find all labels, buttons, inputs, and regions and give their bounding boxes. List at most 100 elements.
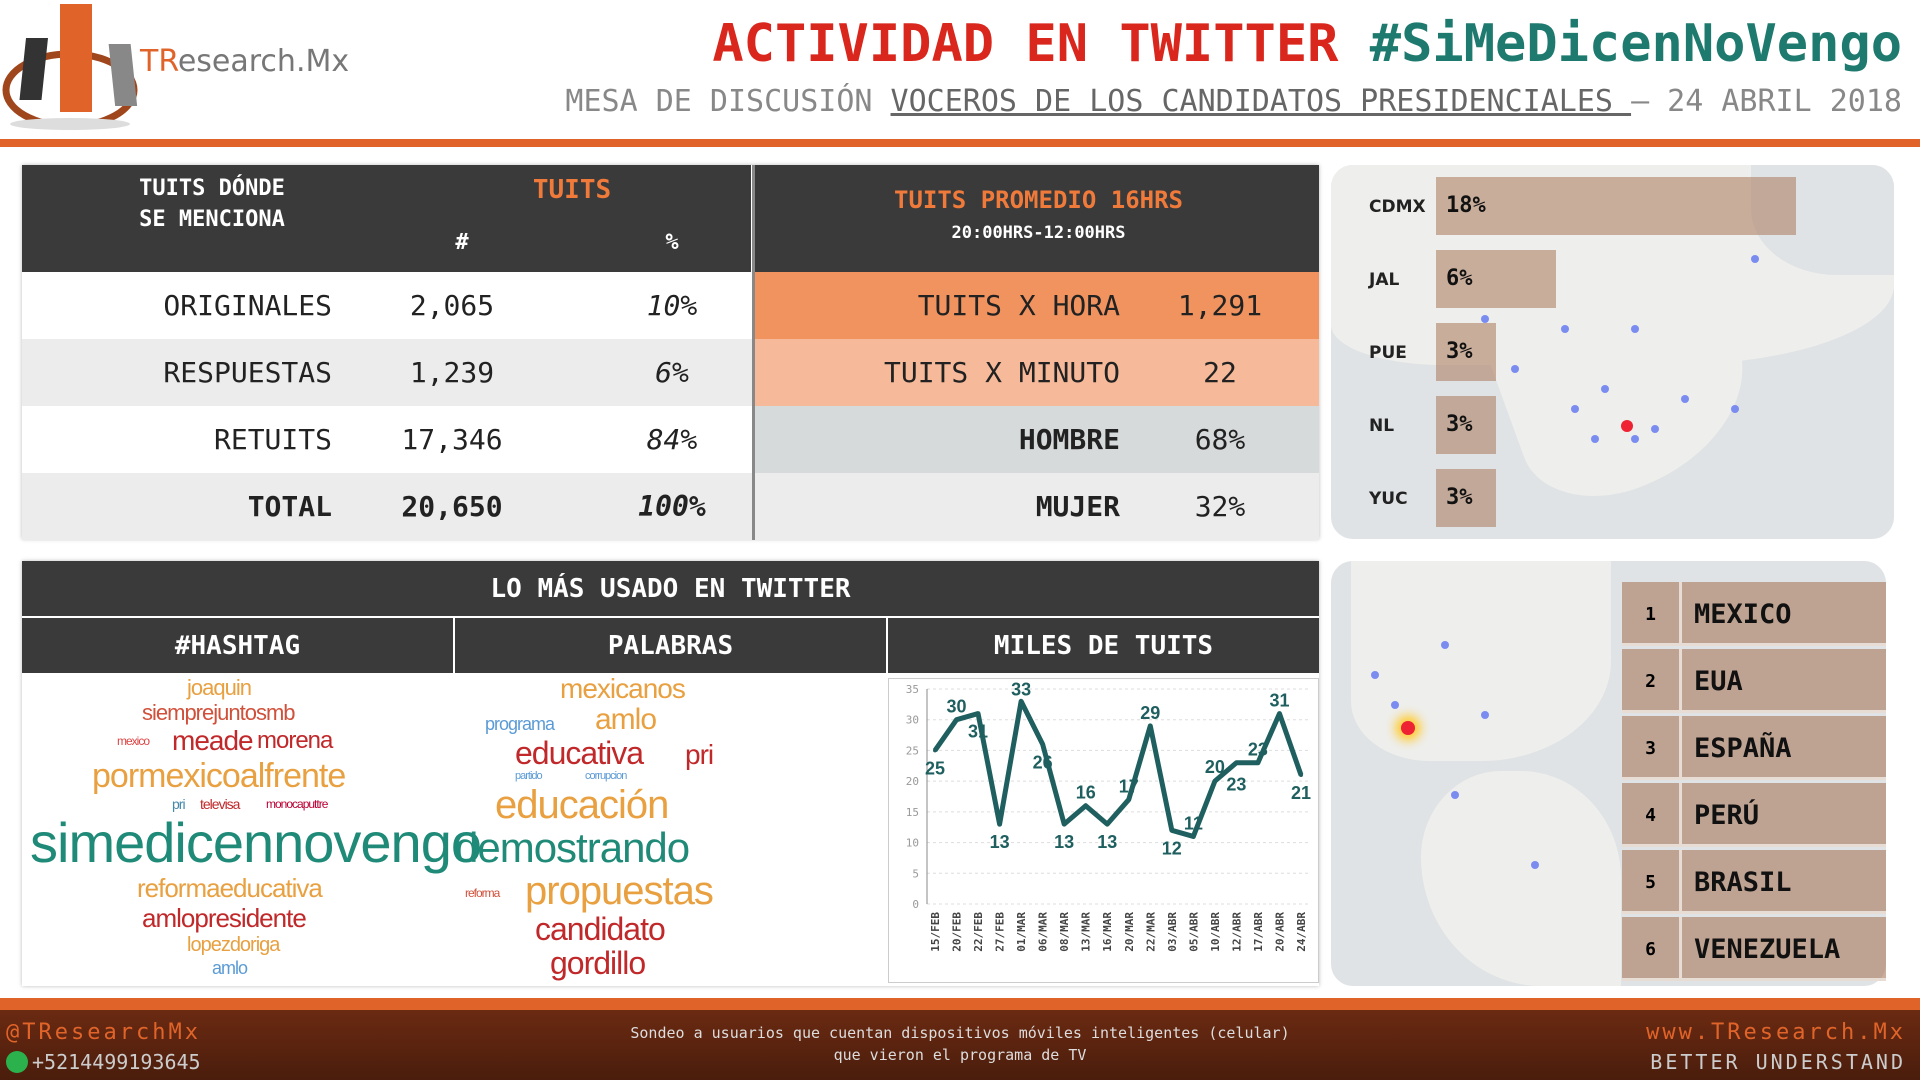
state-value: 3% — [1446, 412, 1473, 437]
state-value: 3% — [1446, 339, 1473, 364]
average-value: 1,291 — [1177, 289, 1263, 322]
footer: @TResearchMx +5214499193645 Sondeo a usu… — [0, 998, 1920, 1080]
whatsapp-icon — [6, 1051, 28, 1073]
cloud-word: programa — [485, 714, 555, 734]
average-label: HOMBRE — [1018, 423, 1120, 456]
footer-slogan: BETTER UNDERSTAND — [1650, 1050, 1906, 1074]
data-point — [1148, 723, 1153, 728]
hashtag-word: mexico — [117, 734, 150, 748]
page-subtitle: MESA DE DISCUSIÓN VOCEROS DE LOS CANDIDA… — [565, 84, 1902, 119]
average-value: 68% — [1194, 423, 1246, 456]
footer-phone: +5214499193645 — [6, 1050, 201, 1074]
average-row: TUITS X MINUTO 22 — [752, 339, 1319, 406]
x-tick-label: 05/ABR — [1187, 912, 1200, 952]
y-tick-label: 10 — [906, 837, 919, 850]
title-hashtag: #SiMeDicenNoVengo — [1369, 14, 1902, 74]
subtitle-pre: MESA DE DISCUSIÓN — [565, 84, 891, 119]
data-label: 31 — [968, 722, 988, 742]
data-label: 33 — [1011, 679, 1031, 699]
y-tick-label: 15 — [906, 806, 919, 819]
country-name: MEXICO — [1694, 598, 1792, 630]
country-name: BRASIL — [1694, 866, 1792, 898]
hashtag-word: televisa — [200, 796, 240, 812]
data-label: 30 — [947, 697, 967, 717]
hashtag-word: amlo — [212, 958, 248, 978]
data-label: 13 — [1097, 832, 1117, 852]
average-range: 20:00HRS-12:00HRS — [951, 223, 1126, 243]
state-label: YUC — [1369, 489, 1408, 509]
data-point — [1234, 760, 1239, 765]
tweets-line-chart: 0510152025303525303113332613161317291211… — [888, 678, 1319, 983]
x-tick-label: 16/MAR — [1101, 912, 1114, 952]
data-point — [1191, 834, 1196, 839]
hashtag-word: joaquin — [187, 675, 252, 700]
average-row: TUITS X HORA 1,291 — [752, 272, 1319, 339]
tweets-row: RESPUESTAS 1,239 6% — [22, 339, 752, 406]
state-value: 3% — [1446, 485, 1473, 510]
country-name: PERÚ — [1694, 799, 1760, 831]
most-used-panel: LO MÁS USADO EN TWITTER #HASHTAG PALABRA… — [22, 561, 1319, 986]
col-label: TUITS DÓNDE SE MENCIONA — [139, 176, 285, 232]
data-point — [1083, 803, 1088, 808]
data-label: 29 — [1140, 703, 1160, 723]
data-point — [997, 822, 1002, 827]
country-row: 1 MEXICO — [1622, 582, 1886, 646]
country-name: VENEZUELA — [1694, 933, 1841, 965]
hashtag-word: monocaputtre — [266, 797, 328, 811]
state-label: NL — [1369, 416, 1395, 436]
hashtag-word: lopezdoriga — [187, 934, 280, 956]
tweets-row: ORIGINALES 2,065 10% — [22, 272, 752, 339]
tweets-row: RETUITS 17,346 84% — [22, 406, 752, 473]
hashtag-word: meade — [172, 725, 254, 756]
col-num: # — [455, 229, 469, 255]
hashtag-wordcloud: joaquin siemprejuntosmb meade morena mexico p… — [22, 673, 482, 986]
x-tick-label: 17/ABR — [1252, 912, 1265, 952]
row-label: TOTAL — [247, 490, 332, 523]
page-title: ACTIVIDAD EN TWITTER #SiMeDicenNoVengo — [712, 14, 1902, 74]
data-line — [932, 698, 1304, 839]
col-pct: % — [665, 229, 679, 255]
average-value: 22 — [1203, 356, 1237, 389]
x-tick-label: 20/ABR — [1273, 912, 1286, 952]
logo-icon — [2, 4, 138, 130]
x-tick-label: 03/ABR — [1166, 912, 1179, 952]
country-rank: 6 — [1622, 917, 1682, 981]
data-point — [1169, 828, 1174, 833]
average-label: TUITS X HORA — [917, 289, 1120, 322]
x-tick-label: 08/MAR — [1058, 912, 1071, 952]
data-label: 12 — [1162, 838, 1182, 858]
footer-note-1: Sondeo a usuarios que cuentan dispositiv… — [630, 1024, 1290, 1042]
country-row: 3 ESPAÑA — [1622, 716, 1886, 780]
title-main: ACTIVIDAD EN TWITTER — [712, 14, 1370, 74]
data-point — [1277, 711, 1282, 716]
data-point — [933, 748, 937, 753]
x-tick-label: 06/MAR — [1037, 912, 1050, 952]
country-rank: 1 — [1622, 582, 1682, 646]
data-label: 31 — [1269, 691, 1289, 711]
phone-text: +5214499193645 — [32, 1050, 201, 1074]
x-tick-label: 15/FEB — [929, 912, 942, 952]
cloud-word: reforma — [465, 886, 500, 900]
data-point — [1019, 699, 1024, 704]
cloud-word: pri — [685, 739, 714, 770]
y-tick-label: 20 — [906, 775, 919, 788]
row-label: RETUITS — [213, 423, 332, 456]
hashtag-word: siemprejuntosmb — [142, 700, 296, 725]
state-bar — [1436, 469, 1496, 527]
tweets-row: TOTAL 20,650 100% — [22, 473, 752, 540]
row-num: 1,239 — [409, 356, 495, 389]
tweets-table-header: TUITS DÓNDE SE MENCIONA TUITS # % — [22, 165, 751, 272]
country-rank: 4 — [1622, 783, 1682, 847]
data-label: 16 — [1076, 783, 1096, 803]
data-label: 21 — [1291, 783, 1311, 803]
row-num: 20,650 — [401, 490, 503, 523]
data-point — [976, 711, 981, 716]
x-tick-label: 24/ABR — [1295, 912, 1308, 952]
footer-note-2: que vieron el programa de TV — [833, 1046, 1087, 1064]
country-name: ESPAÑA — [1694, 732, 1792, 764]
cloud-word: propuestas — [525, 869, 714, 913]
cloud-word: amlo — [595, 703, 657, 736]
state-value: 6% — [1446, 266, 1473, 291]
data-label: 13 — [990, 832, 1010, 852]
row-pct: 100% — [638, 490, 706, 523]
